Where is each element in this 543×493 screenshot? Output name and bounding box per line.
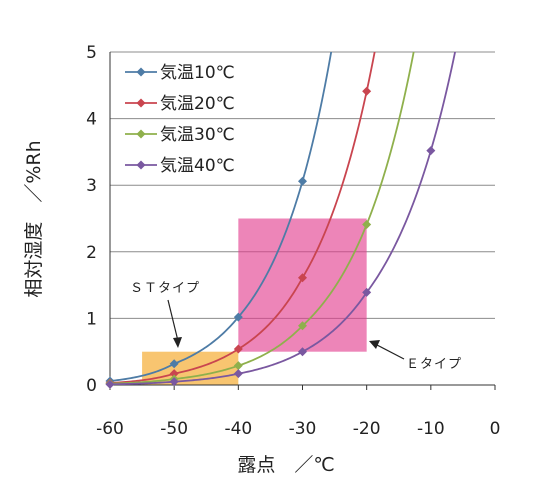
axes: 0 1 2 3 4 5 -60 -50 -40 -30 -20 -10 0	[86, 43, 500, 439]
legend-marker-3	[136, 160, 146, 170]
y-axis-title: 相対湿度 ／%Rh	[23, 140, 45, 297]
legend-label-2: 気温30℃	[160, 125, 235, 145]
series-point-2	[233, 361, 243, 371]
y-tick-label: 1	[86, 309, 97, 329]
annotation-st-arrow	[167, 299, 179, 342]
y-tick-label: 5	[86, 43, 97, 63]
series-point-3	[169, 377, 179, 387]
x-tick-label: 0	[490, 419, 501, 439]
y-tick-label: 2	[86, 243, 97, 263]
legend-marker-0	[136, 67, 146, 77]
x-tick-label: -50	[160, 419, 188, 439]
series-point-1	[169, 369, 179, 379]
series-point-3	[233, 369, 243, 379]
series-point-0	[298, 176, 307, 186]
series-point-2	[362, 219, 372, 229]
series-point-3	[362, 287, 372, 297]
legend-label-1: 気温20℃	[160, 94, 235, 114]
x-tick-label: -20	[353, 419, 381, 439]
legend: 気温10℃ 気温20℃ 気温30℃ 気温40℃	[125, 63, 235, 176]
series-point-1	[362, 86, 372, 96]
y-tick-label: 3	[86, 176, 97, 196]
series-point-1	[298, 273, 307, 283]
x-tick-label: -30	[289, 419, 317, 439]
annotation-st-type: ＳＴタイプ	[130, 281, 200, 296]
series-group	[105, 52, 456, 389]
series-point-2	[298, 321, 307, 331]
region-1	[238, 218, 367, 352]
annotation-e-type: Ｅタイプ	[406, 357, 462, 372]
y-tick-label: 0	[86, 376, 97, 396]
series-point-0	[169, 359, 179, 369]
x-tick-label: -60	[96, 419, 124, 439]
x-axis-title: 露点 ／℃	[237, 454, 334, 476]
annotation-e-arrow	[376, 344, 405, 360]
legend-marker-2	[136, 129, 146, 139]
y-tick-label: 4	[86, 110, 97, 130]
x-tick-label: -40	[224, 419, 252, 439]
legend-label-3: 気温40℃	[160, 156, 235, 176]
series-point-3	[298, 347, 307, 357]
x-tick-label: -10	[417, 419, 445, 439]
annotations: ＳＴタイプ Ｅタイプ	[130, 281, 462, 372]
series-line-3	[110, 52, 456, 385]
series-point-0	[233, 312, 243, 322]
series-point-1	[233, 344, 243, 354]
series-line-0	[110, 52, 333, 382]
annotation-e-arrowhead	[369, 340, 380, 349]
legend-marker-1	[136, 98, 146, 108]
series-point-3	[105, 379, 115, 389]
series-point-3	[426, 146, 436, 156]
series-line-1	[110, 52, 376, 384]
legend-label-0: 気温10℃	[160, 63, 235, 83]
annotation-st-arrowhead	[173, 337, 182, 348]
